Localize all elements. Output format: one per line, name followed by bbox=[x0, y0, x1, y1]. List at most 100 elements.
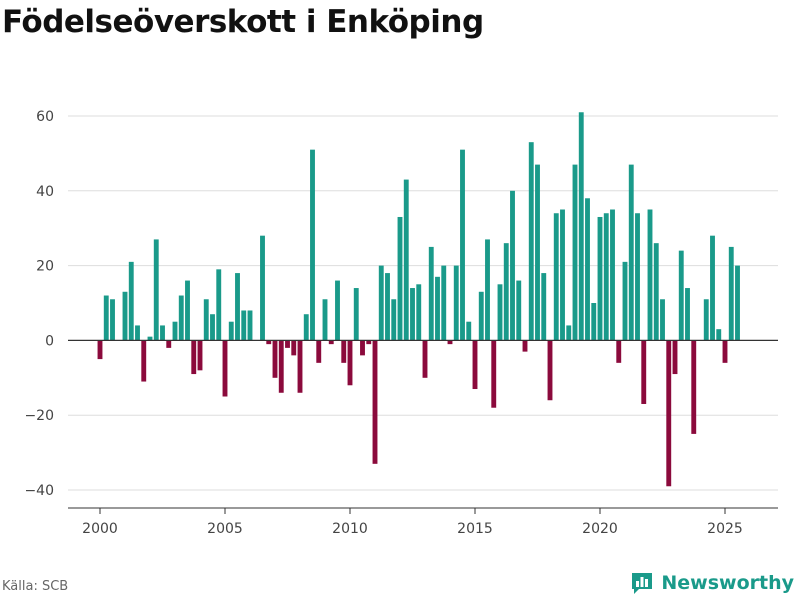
bar bbox=[372, 340, 378, 464]
bar bbox=[203, 299, 209, 341]
bar bbox=[360, 340, 365, 356]
bar bbox=[516, 280, 522, 341]
bar bbox=[503, 243, 509, 341]
bar bbox=[241, 310, 247, 341]
bar bbox=[522, 340, 528, 352]
x-axis-tick-labels: 2000 2005 2010 2015 2020 2025 bbox=[82, 521, 743, 537]
bar bbox=[447, 340, 453, 345]
bar bbox=[435, 276, 440, 341]
x-tick-label: 2015 bbox=[457, 521, 493, 537]
bar bbox=[216, 269, 222, 341]
bar bbox=[347, 340, 353, 386]
bar bbox=[566, 325, 572, 341]
bar bbox=[403, 179, 409, 341]
bar bbox=[528, 142, 534, 341]
bar bbox=[560, 209, 565, 341]
bar bbox=[716, 329, 722, 341]
bar bbox=[510, 190, 515, 341]
bar bbox=[103, 295, 109, 341]
bar bbox=[610, 209, 615, 341]
bars bbox=[97, 112, 740, 487]
bar bbox=[710, 235, 715, 341]
y-tick-label: 40 bbox=[36, 184, 54, 200]
bar bbox=[478, 291, 484, 341]
bar bbox=[616, 340, 622, 363]
y-tick-label: 20 bbox=[36, 259, 54, 275]
bar bbox=[685, 288, 690, 341]
bar bbox=[585, 198, 590, 341]
bar bbox=[285, 340, 290, 348]
bar bbox=[197, 340, 203, 371]
bar bbox=[622, 261, 628, 341]
gridlines bbox=[68, 115, 778, 491]
bar bbox=[728, 246, 734, 341]
newsworthy-logo-text: Newsworthy bbox=[661, 572, 794, 594]
bar bbox=[635, 213, 640, 341]
bar bbox=[466, 321, 472, 341]
bar bbox=[572, 164, 578, 341]
bar bbox=[266, 340, 272, 345]
bar bbox=[497, 284, 503, 341]
bar bbox=[228, 321, 234, 341]
bar bbox=[653, 243, 659, 341]
bar bbox=[328, 340, 334, 345]
bar bbox=[541, 273, 547, 341]
bar bbox=[491, 340, 497, 408]
bar bbox=[703, 299, 709, 341]
bar bbox=[122, 291, 128, 341]
bar bbox=[366, 340, 372, 345]
bar bbox=[378, 265, 384, 341]
bar bbox=[135, 325, 140, 341]
bar bbox=[260, 235, 265, 341]
bar bbox=[185, 280, 190, 341]
bar bbox=[422, 340, 428, 378]
bar bbox=[141, 340, 147, 382]
bar bbox=[578, 112, 584, 341]
bar bbox=[303, 314, 309, 341]
axes bbox=[68, 339, 778, 514]
x-tick-label: 2005 bbox=[207, 521, 243, 537]
bar bbox=[672, 340, 678, 375]
y-tick-label: 0 bbox=[45, 333, 54, 349]
bar bbox=[178, 295, 184, 341]
bar bbox=[272, 340, 278, 378]
bar bbox=[472, 340, 478, 390]
source-note: Källa: SCB bbox=[2, 579, 69, 594]
bar bbox=[678, 250, 684, 341]
bar bbox=[453, 265, 459, 341]
bar bbox=[628, 164, 634, 341]
bar bbox=[191, 340, 197, 375]
bar bbox=[97, 340, 103, 360]
bar bbox=[535, 164, 540, 341]
y-axis-tick-labels: −40 −20 0 20 40 60 bbox=[24, 109, 54, 499]
y-tick-label: −20 bbox=[24, 408, 54, 424]
bar bbox=[110, 299, 115, 341]
bar bbox=[660, 299, 665, 341]
bar bbox=[428, 246, 434, 341]
bar bbox=[316, 340, 322, 363]
bar bbox=[128, 261, 134, 341]
bar bbox=[397, 216, 403, 341]
newsworthy-logo: Newsworthy bbox=[629, 569, 794, 597]
bar bbox=[553, 213, 559, 341]
bar bbox=[160, 325, 165, 341]
bar bbox=[735, 265, 740, 341]
bar bbox=[441, 265, 447, 341]
bar bbox=[353, 288, 359, 341]
x-tick-label: 2000 bbox=[82, 521, 118, 537]
bar bbox=[603, 213, 609, 341]
y-tick-label: −40 bbox=[24, 483, 54, 499]
newsworthy-logo-icon bbox=[632, 573, 653, 594]
bar bbox=[597, 216, 603, 341]
bar bbox=[410, 288, 415, 341]
chart-title: Födelseöverskott i Enköping bbox=[2, 4, 484, 40]
bar bbox=[310, 149, 315, 341]
bar bbox=[335, 280, 340, 341]
bar bbox=[210, 314, 215, 341]
bar bbox=[591, 303, 597, 341]
bar bbox=[722, 340, 728, 363]
bar bbox=[485, 239, 490, 341]
bar bbox=[222, 340, 228, 397]
bar bbox=[547, 340, 553, 401]
